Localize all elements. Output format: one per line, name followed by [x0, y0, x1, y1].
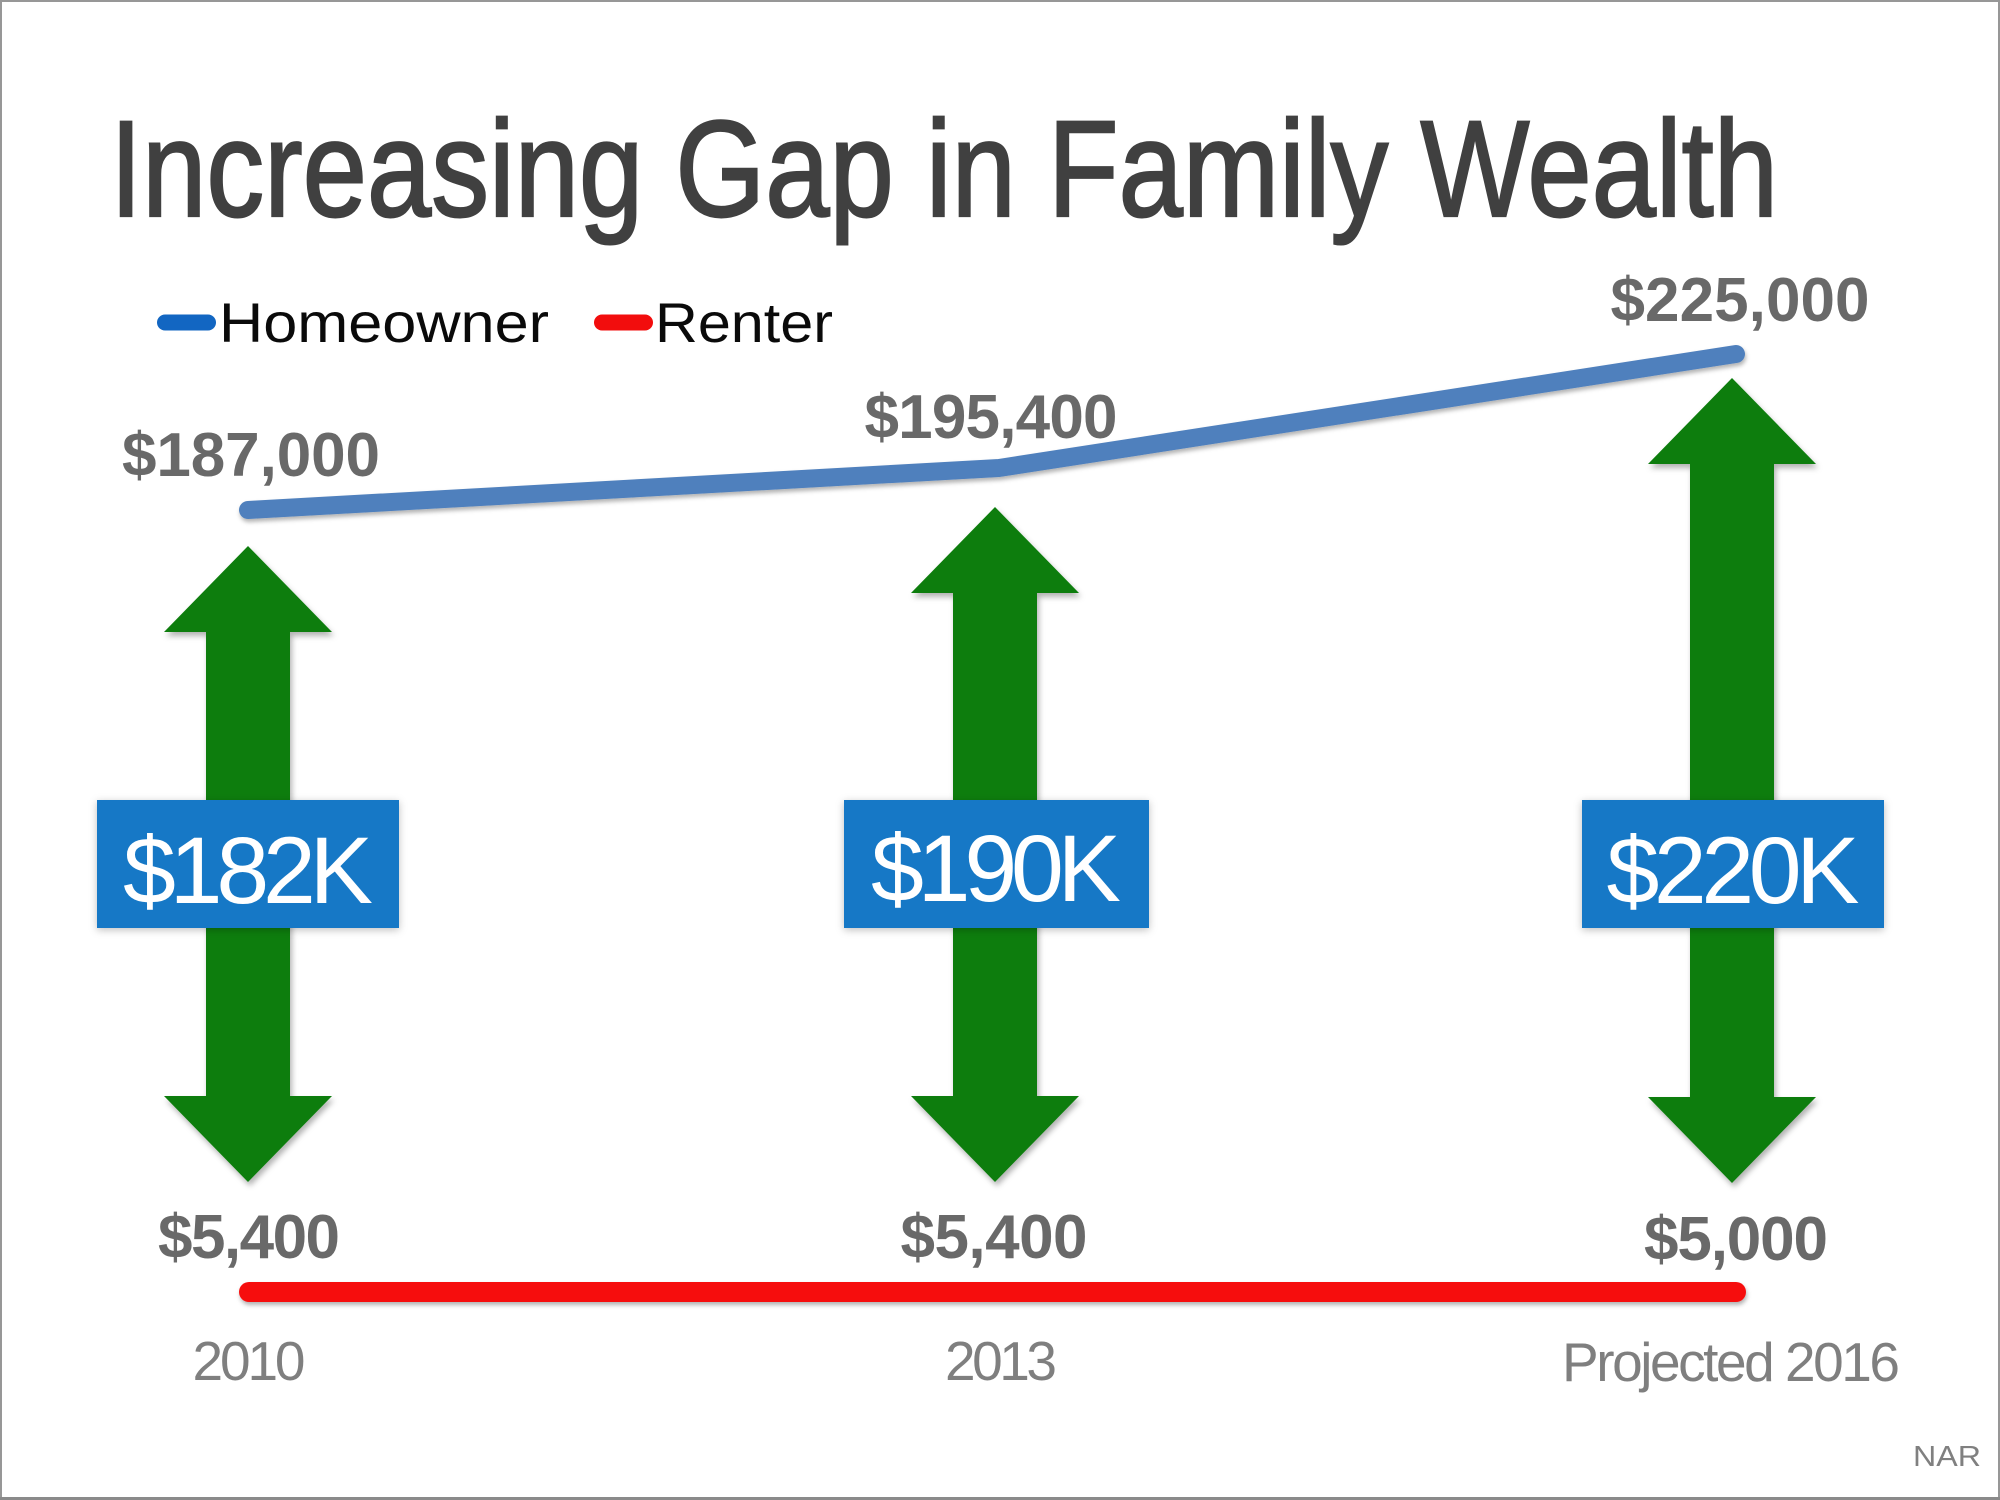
svg-text:$220K: $220K: [1607, 818, 1860, 924]
svg-text:Renter: Renter: [655, 291, 833, 354]
svg-text:$225,000: $225,000: [1611, 266, 1870, 335]
svg-text:$5,400: $5,400: [901, 1203, 1088, 1272]
svg-text:2013: 2013: [945, 1330, 1057, 1392]
svg-text:$5,400: $5,400: [158, 1203, 340, 1272]
svg-text:$5,000: $5,000: [1644, 1205, 1828, 1274]
svg-text:NAR: NAR: [1913, 1441, 1981, 1473]
svg-text:$195,400: $195,400: [865, 383, 1118, 452]
svg-text:Increasing Gap in Family Wealt: Increasing Gap in Family Wealth: [110, 93, 1778, 246]
svg-text:2010: 2010: [193, 1330, 306, 1392]
svg-text:$190K: $190K: [871, 816, 1121, 922]
svg-text:$187,000: $187,000: [122, 421, 380, 490]
svg-text:$182K: $182K: [123, 818, 373, 924]
svg-text:Homeowner: Homeowner: [219, 291, 549, 354]
svg-text:Projected 2016: Projected 2016: [1562, 1331, 1900, 1393]
